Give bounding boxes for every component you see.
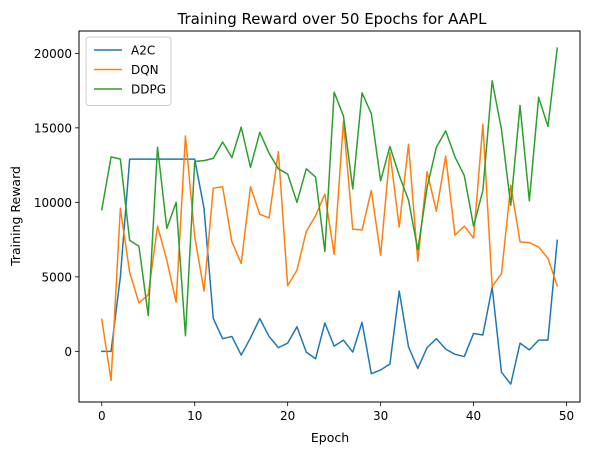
x-tick-label: 40 <box>466 409 481 423</box>
legend-label-dqn: DQN <box>131 63 159 77</box>
y-tick-label: 10000 <box>34 196 72 210</box>
y-tick-label: 20000 <box>34 47 72 61</box>
legend-label-a2c: A2C <box>131 44 155 58</box>
series-line-a2c <box>101 158 559 385</box>
plot-frame <box>78 30 581 403</box>
series-line-dqn <box>100 120 559 382</box>
legend: A2C DQN DDPG <box>85 36 172 106</box>
y-tick-label: 5000 <box>41 270 72 284</box>
x-axis: 0 10 20 30 40 50 <box>98 402 574 423</box>
legend-label-ddpg: DDPG <box>131 83 166 97</box>
x-tick-label: 0 <box>98 409 106 423</box>
y-tick-label: 15000 <box>34 121 72 135</box>
chart-title: Training Reward over 50 Epochs for AAPL <box>177 10 488 28</box>
series-line-ddpg <box>100 47 559 337</box>
y-axis: 0 5000 10000 15000 20000 <box>34 47 79 359</box>
x-tick-label: 50 <box>559 409 574 423</box>
x-tick-label: 10 <box>187 409 202 423</box>
y-tick-label: 0 <box>64 345 72 359</box>
x-tick-label: 20 <box>280 409 295 423</box>
plot-area <box>100 47 559 385</box>
x-tick-label: 30 <box>373 409 388 423</box>
y-axis-label: Training Reward <box>8 166 23 267</box>
x-axis-label: Epoch <box>311 430 349 445</box>
